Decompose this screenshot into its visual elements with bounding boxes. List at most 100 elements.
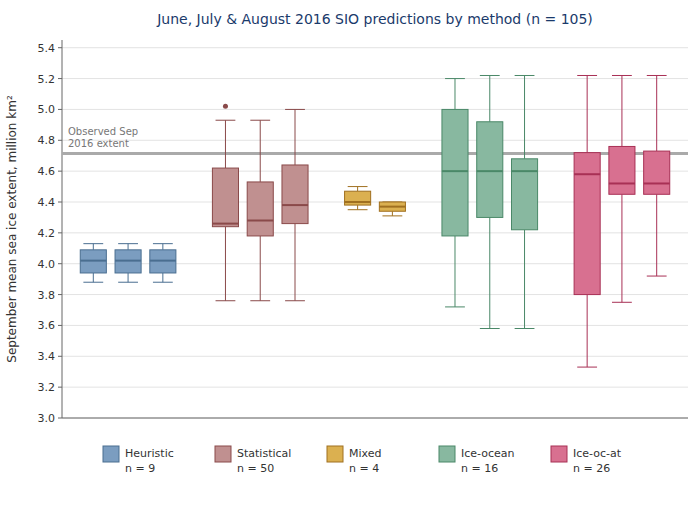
tick-mark (58, 78, 62, 79)
legend-swatch (215, 446, 231, 462)
legend: Heuristicn = 9Statisticaln = 50Mixedn = … (103, 446, 622, 475)
box-body (247, 182, 273, 236)
whisker-low (260, 236, 261, 301)
whisker-high (225, 120, 226, 168)
tick-mark (58, 418, 62, 419)
cap-high (118, 243, 138, 244)
whisker-low (489, 217, 490, 328)
box (442, 79, 468, 307)
cap-low (647, 276, 667, 277)
cap-low (285, 300, 305, 301)
whisker-low (392, 211, 393, 216)
whisker-high (524, 75, 525, 158)
tick-mark (58, 109, 62, 110)
median (512, 170, 538, 172)
whisker-low (524, 230, 525, 329)
box-body (574, 153, 600, 295)
box-body (115, 250, 141, 273)
legend-n: n = 26 (573, 462, 610, 475)
whisker-high (454, 79, 455, 110)
marks (62, 75, 688, 367)
box-body (477, 122, 503, 218)
tick-label: 5.4 (38, 42, 56, 55)
box-body (609, 146, 635, 194)
box (150, 244, 176, 283)
whisker-low (587, 295, 588, 368)
annotation-line: Observed Sep (68, 126, 138, 137)
legend-swatch (439, 446, 455, 462)
box (247, 120, 273, 301)
whisker-high (295, 109, 296, 165)
grid-line (62, 418, 688, 419)
tick-mark (58, 294, 62, 295)
cap-high (250, 120, 270, 121)
x-axis-line (62, 418, 688, 419)
legend-label: Statistical (237, 447, 291, 460)
whisker-high (587, 75, 588, 152)
cap-low (382, 215, 402, 216)
cap-high (647, 75, 667, 76)
box (644, 75, 670, 276)
tick-label: 4.2 (38, 227, 56, 240)
box (477, 75, 503, 328)
cap-high (515, 75, 535, 76)
tick-mark (58, 387, 62, 388)
cap-low (216, 300, 236, 301)
whisker-high (621, 75, 622, 146)
legend-n: n = 16 (461, 462, 498, 475)
median (609, 182, 635, 184)
grid-line (62, 78, 688, 79)
whisker-high (128, 244, 129, 250)
box (345, 187, 371, 210)
median (282, 204, 308, 206)
tick-label: 3.6 (38, 319, 56, 332)
cap-low (118, 282, 138, 283)
cap-low (348, 209, 368, 210)
median (379, 206, 405, 208)
whisker-high (489, 75, 490, 121)
whisker-low (225, 227, 226, 301)
annotation-line: 2016 extent (68, 138, 129, 149)
whisker-high (162, 244, 163, 250)
tick-mark (58, 202, 62, 203)
grid-line (62, 109, 688, 110)
whisker-low (162, 273, 163, 282)
whisker-high (357, 187, 358, 192)
median (345, 201, 371, 203)
legend-swatch (103, 446, 119, 462)
cap-high (577, 75, 597, 76)
tick-label: 3.2 (38, 381, 56, 394)
tick-label: 5.2 (38, 73, 56, 86)
whisker-high (656, 75, 657, 151)
box (574, 75, 600, 367)
tick-mark (58, 47, 62, 48)
box-body (644, 151, 670, 194)
cap-high (153, 243, 173, 244)
box (80, 244, 106, 283)
y-axis-line (62, 40, 63, 418)
tick-label: 4.8 (38, 134, 56, 147)
median (80, 260, 106, 262)
legend-swatch (327, 446, 343, 462)
y-axis-label: September mean sea ice extent, million k… (5, 95, 19, 363)
box (379, 202, 405, 216)
box-body (282, 165, 308, 224)
legend-label: Ice-ocean (461, 447, 515, 460)
whisker-low (93, 273, 94, 282)
tick-mark (58, 140, 62, 141)
median (574, 173, 600, 175)
whisker-low (656, 194, 657, 276)
whisker-high (93, 244, 94, 250)
whisker-low (621, 194, 622, 302)
box-body (512, 159, 538, 230)
tick-label: 4.6 (38, 165, 56, 178)
whisker-low (295, 224, 296, 301)
whisker-high (260, 120, 261, 182)
box (282, 109, 308, 300)
cap-high (445, 78, 465, 79)
box-body (80, 250, 106, 273)
cap-high (83, 243, 103, 244)
tick-mark (58, 232, 62, 233)
legend-n: n = 50 (237, 462, 274, 475)
cap-low (153, 282, 173, 283)
